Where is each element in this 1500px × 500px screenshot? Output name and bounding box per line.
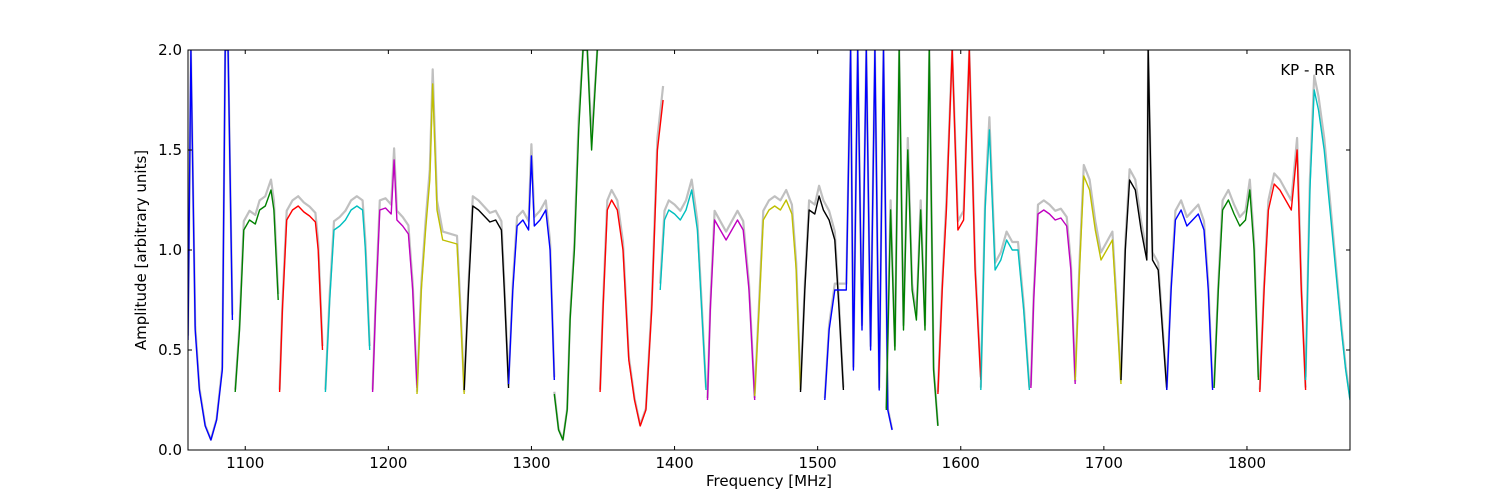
- series-line-11: [659, 189, 707, 391]
- chart-annotation: KP - RR: [1280, 61, 1335, 79]
- series-line-6: [416, 83, 465, 395]
- series-line-25: [1304, 89, 1350, 401]
- y-axis: 0.0 0.5 1.0 1.5 2.0: [158, 41, 1350, 459]
- series-line-5: [371, 159, 418, 393]
- plot-area: [188, 50, 1350, 441]
- series-line-10: [599, 99, 664, 427]
- x-tick-label: 1200: [369, 454, 407, 472]
- series-line-3: [278, 205, 324, 393]
- series-line-13: [754, 199, 802, 397]
- series-line-20: [1074, 175, 1122, 385]
- series-line-18: [980, 129, 1031, 391]
- series-line-12: [706, 219, 756, 401]
- x-tick-label: 1600: [942, 454, 980, 472]
- series-line-24: [1259, 149, 1307, 393]
- series-line-8: [507, 155, 555, 385]
- x-tick-label: 1500: [799, 454, 837, 472]
- series-line-22: [1166, 209, 1214, 391]
- series-line-23: [1213, 189, 1260, 389]
- x-axis: 1100 1200 1300 1400 1500 1600 1700 1800: [226, 50, 1266, 472]
- series-line-17: [937, 50, 982, 395]
- y-tick-label: 2.0: [158, 41, 182, 59]
- series-line-16: [885, 50, 939, 427]
- series-line-7: [463, 205, 510, 391]
- y-tick-label: 0.5: [158, 341, 182, 359]
- y-tick-label: 0.0: [158, 441, 182, 459]
- y-axis-label: Amplitude [arbitrary units]: [132, 150, 150, 350]
- series-line-14: [799, 195, 845, 393]
- x-tick-label: 1400: [655, 454, 693, 472]
- series-line-19: [1030, 209, 1076, 389]
- x-axis-label: Frequency [MHz]: [706, 472, 832, 490]
- series-line-4: [324, 205, 371, 393]
- x-tick-label: 1300: [512, 454, 550, 472]
- series-line-21: [1120, 50, 1168, 391]
- x-tick-label: 1100: [226, 454, 264, 472]
- y-tick-label: 1.0: [158, 241, 182, 259]
- series-line-1: [188, 50, 234, 441]
- x-tick-label: 1700: [1085, 454, 1123, 472]
- y-tick-label: 1.5: [158, 141, 182, 159]
- series-line-2: [234, 189, 279, 393]
- x-tick-label: 1800: [1228, 454, 1266, 472]
- series-line-15: [824, 50, 893, 431]
- series-line-9: [553, 50, 598, 441]
